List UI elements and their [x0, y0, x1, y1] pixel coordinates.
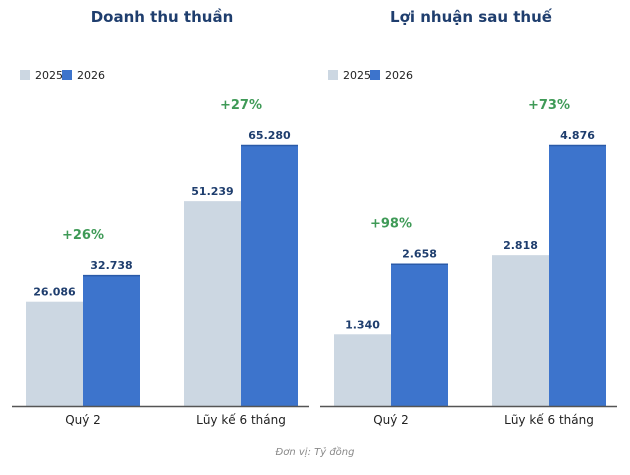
- growth-label: +27%: [220, 98, 262, 113]
- value-label: 51.239: [191, 185, 233, 198]
- value-label: 32.738: [90, 259, 132, 272]
- value-label: 1.340: [345, 318, 380, 331]
- legend-label-2026: 2026: [385, 69, 413, 82]
- value-label: 26.086: [33, 286, 76, 299]
- legend-swatch-2026: [370, 70, 380, 80]
- legend-label-2025: 2025: [343, 69, 371, 82]
- bar-2026-1: [83, 275, 140, 406]
- legend-swatch-2025: [20, 70, 30, 80]
- value-label: 65.280: [248, 129, 291, 142]
- chart-title: Doanh thu thuần: [91, 8, 234, 26]
- revenue-chart: Doanh thu thuần 2025 2026 26.086 32.738 +26% Q…: [12, 8, 309, 427]
- value-label: 4.876: [560, 129, 595, 142]
- bar-2026-2: [241, 145, 298, 406]
- legend-swatch-2026: [62, 70, 72, 80]
- category-label: Quý 2: [373, 413, 409, 427]
- bar-2025-2: [184, 201, 241, 406]
- growth-label: +26%: [62, 228, 104, 243]
- bar-2025-1: [26, 301, 83, 406]
- category-label: Quý 2: [65, 413, 101, 427]
- growth-label: +73%: [528, 98, 570, 113]
- legend-label-2026: 2026: [77, 69, 105, 82]
- legend-swatch-2025: [328, 70, 338, 80]
- growth-label: +98%: [370, 217, 412, 232]
- legend-label-2025: 2025: [35, 69, 63, 82]
- bar-2026-2: [549, 145, 606, 406]
- profit-chart: Lợi nhuận sau thuế 2025 2026 1.340 2.658 +98%…: [320, 7, 617, 427]
- bar-2025-1: [334, 334, 391, 406]
- category-label: Lũy kế 6 tháng: [504, 413, 594, 427]
- value-label: 2.818: [503, 239, 538, 252]
- value-label: 2.658: [402, 248, 437, 261]
- unit-footnote: Đơn vị: Tỷ đồng: [276, 446, 355, 458]
- bar-2026-1: [391, 263, 448, 406]
- category-label: Lũy kế 6 tháng: [196, 413, 286, 427]
- bar-2025-2: [492, 255, 549, 406]
- chart-title: Lợi nhuận sau thuế: [390, 7, 553, 26]
